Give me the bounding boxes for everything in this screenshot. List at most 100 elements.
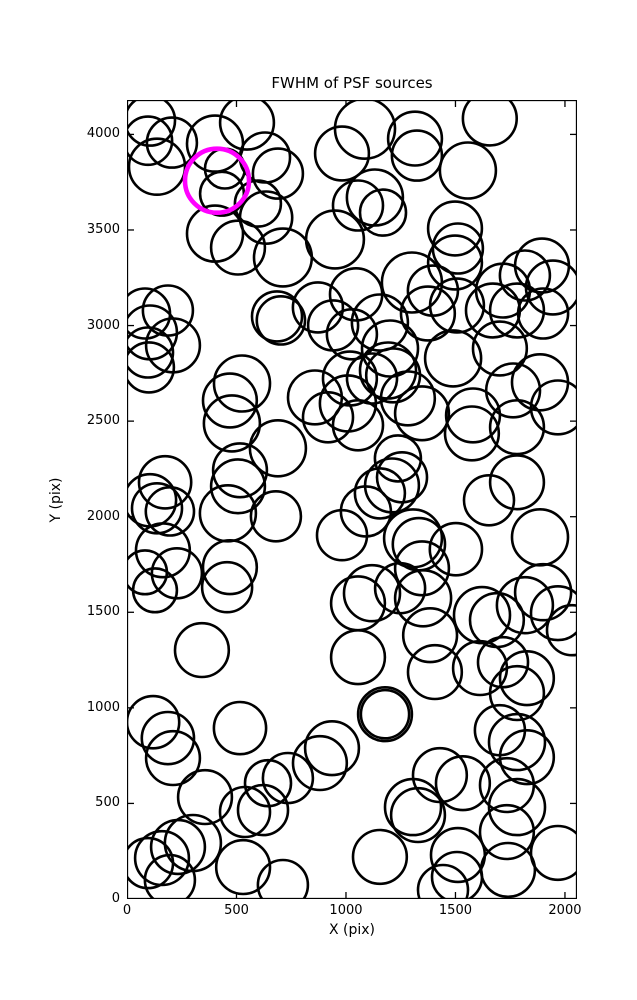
psf-source-marker xyxy=(428,521,484,577)
scatter-canvas xyxy=(127,100,577,899)
psf-source-marker xyxy=(236,783,290,837)
psf-source-marker xyxy=(478,803,536,861)
psf-source-marker xyxy=(140,710,196,766)
psf-source-marker xyxy=(428,277,486,334)
psf-source-marker xyxy=(176,768,234,826)
psf-source-marker xyxy=(233,179,283,228)
psf-source-marker xyxy=(202,394,262,453)
y-tick-label: 2500 xyxy=(86,413,120,429)
psf-source-marker xyxy=(321,350,379,407)
psf-source-marker xyxy=(249,489,303,543)
psf-source-marker xyxy=(399,285,457,342)
psf-source-marker xyxy=(127,341,176,394)
psf-source-marker xyxy=(127,694,181,750)
psf-source-marker xyxy=(214,838,272,896)
psf-source-marker xyxy=(238,190,294,246)
psf-source-marker xyxy=(498,728,556,786)
psf-source-marker xyxy=(127,100,177,147)
psf-source-marker xyxy=(373,434,423,483)
psf-source-marker xyxy=(488,282,546,339)
psf-source-marker xyxy=(484,362,542,419)
psf-source-marker xyxy=(363,457,421,514)
psf-source-marker xyxy=(331,179,385,232)
psf-source-marker xyxy=(256,858,310,899)
psf-source-marker xyxy=(209,458,267,515)
psf-source-marker xyxy=(127,137,187,196)
psf-source-marker xyxy=(452,585,512,645)
psf-source-marker xyxy=(137,454,193,510)
psf-source-marker xyxy=(545,603,577,657)
y-tick-label: 4000 xyxy=(86,126,120,142)
psf-source-marker xyxy=(127,836,175,890)
axes-frame xyxy=(127,100,577,899)
psf-source-marker xyxy=(513,562,573,622)
psf-source-marker xyxy=(250,290,304,343)
psf-source-marker xyxy=(173,621,231,679)
psf-source-marker xyxy=(389,786,447,844)
psf-source-marker xyxy=(423,329,483,388)
psf-source-marker xyxy=(356,685,414,743)
psf-source-marker xyxy=(127,326,175,379)
y-axis-label: Y (pix) xyxy=(48,477,64,523)
psf-source-marker xyxy=(248,418,308,478)
psf-source-marker xyxy=(291,281,345,334)
psf-source-marker xyxy=(444,387,502,444)
psf-source-marker xyxy=(218,100,276,151)
psf-source-marker xyxy=(429,826,487,884)
psf-source-marker xyxy=(331,398,385,452)
x-tick-label: 1000 xyxy=(329,903,363,918)
psf-source-marker xyxy=(318,374,378,433)
psf-source-marker xyxy=(130,481,184,535)
psf-source-marker xyxy=(251,147,305,200)
psf-source-marker xyxy=(393,385,451,442)
psf-source-marker xyxy=(345,168,405,227)
psf-source-marker xyxy=(333,100,397,160)
psf-source-marker xyxy=(434,754,492,812)
psf-source-marker xyxy=(488,664,546,722)
psf-source-marker xyxy=(127,115,174,167)
y-tick-label: 2000 xyxy=(86,508,120,524)
y-tick-label: 1500 xyxy=(86,604,120,620)
psf-source-marker xyxy=(393,540,451,597)
psf-source-marker xyxy=(393,568,453,628)
psf-source-marker xyxy=(358,188,408,237)
y-tick-label: 500 xyxy=(95,795,120,811)
psf-source-marker xyxy=(304,209,366,270)
psf-source-marker xyxy=(131,567,179,614)
y-tick-label: 0 xyxy=(111,891,120,906)
x-tick-label: 2000 xyxy=(548,903,582,918)
psf-source-marker xyxy=(218,785,272,839)
psf-source-marker xyxy=(462,473,516,527)
psf-source-marker xyxy=(416,863,470,899)
x-axis-label: X (pix) xyxy=(328,922,376,938)
y-tick-label: 1000 xyxy=(86,699,120,715)
psf-source-marker xyxy=(342,563,402,623)
psf-source-marker xyxy=(209,219,267,276)
psf-source-marker xyxy=(426,234,484,291)
psf-source-marker xyxy=(390,129,444,182)
y-tick-label: 3500 xyxy=(86,221,120,237)
psf-source-marker xyxy=(379,370,437,427)
psf-source-marker xyxy=(358,341,418,400)
psf-source-marker xyxy=(255,294,307,346)
psf-source-marker xyxy=(516,287,570,340)
psf-source-marker xyxy=(476,635,530,689)
psf-source-marker xyxy=(144,729,202,787)
chart-title: FWHM of PSF sources xyxy=(271,74,433,92)
psf-source-marker xyxy=(301,390,355,444)
psf-source-marker xyxy=(329,628,387,686)
x-tick-label: 1500 xyxy=(438,903,472,918)
psf-source-marker xyxy=(383,777,443,837)
psf-source-marker xyxy=(524,259,577,316)
x-tick-label: 0 xyxy=(122,903,132,918)
plot-area xyxy=(127,100,577,899)
psf-source-marker xyxy=(243,758,293,808)
psf-source-marker xyxy=(353,467,407,520)
psf-source-marker xyxy=(471,320,529,377)
psf-source-marker xyxy=(487,712,547,772)
psf-source-marker xyxy=(291,734,349,792)
psf-source-marker xyxy=(479,841,537,899)
psf-source-marker xyxy=(201,539,259,596)
psf-source-marker xyxy=(144,485,196,537)
psf-source-marker xyxy=(498,249,552,302)
